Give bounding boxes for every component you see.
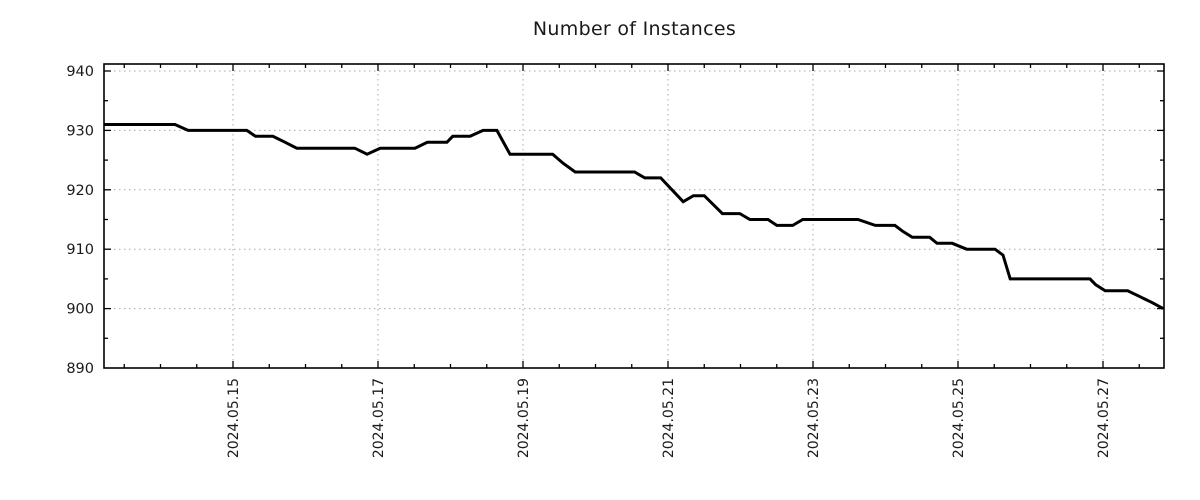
x-tick-label: 2024.05.15 bbox=[226, 378, 242, 458]
y-tick-label: 910 bbox=[66, 242, 94, 258]
y-tick-label: 890 bbox=[66, 361, 94, 377]
series-line bbox=[104, 123, 1164, 310]
x-tick-label: 2024.05.25 bbox=[951, 378, 967, 458]
chart-title: Number of Instances bbox=[532, 18, 737, 40]
plot-border bbox=[103, 63, 1165, 369]
y-tick-label: 920 bbox=[66, 183, 94, 199]
y-tick-label: 900 bbox=[66, 302, 94, 318]
x-tick-label: 2024.05.23 bbox=[806, 378, 822, 458]
x-tick-label: 2024.05.19 bbox=[516, 378, 532, 458]
x-tick-label: 2024.05.21 bbox=[661, 378, 677, 458]
y-tick-label: 940 bbox=[66, 64, 94, 80]
y-tick-label: 930 bbox=[66, 123, 94, 139]
x-tick-label: 2024.05.27 bbox=[1096, 378, 1112, 458]
x-tick-label: 2024.05.17 bbox=[371, 378, 387, 458]
